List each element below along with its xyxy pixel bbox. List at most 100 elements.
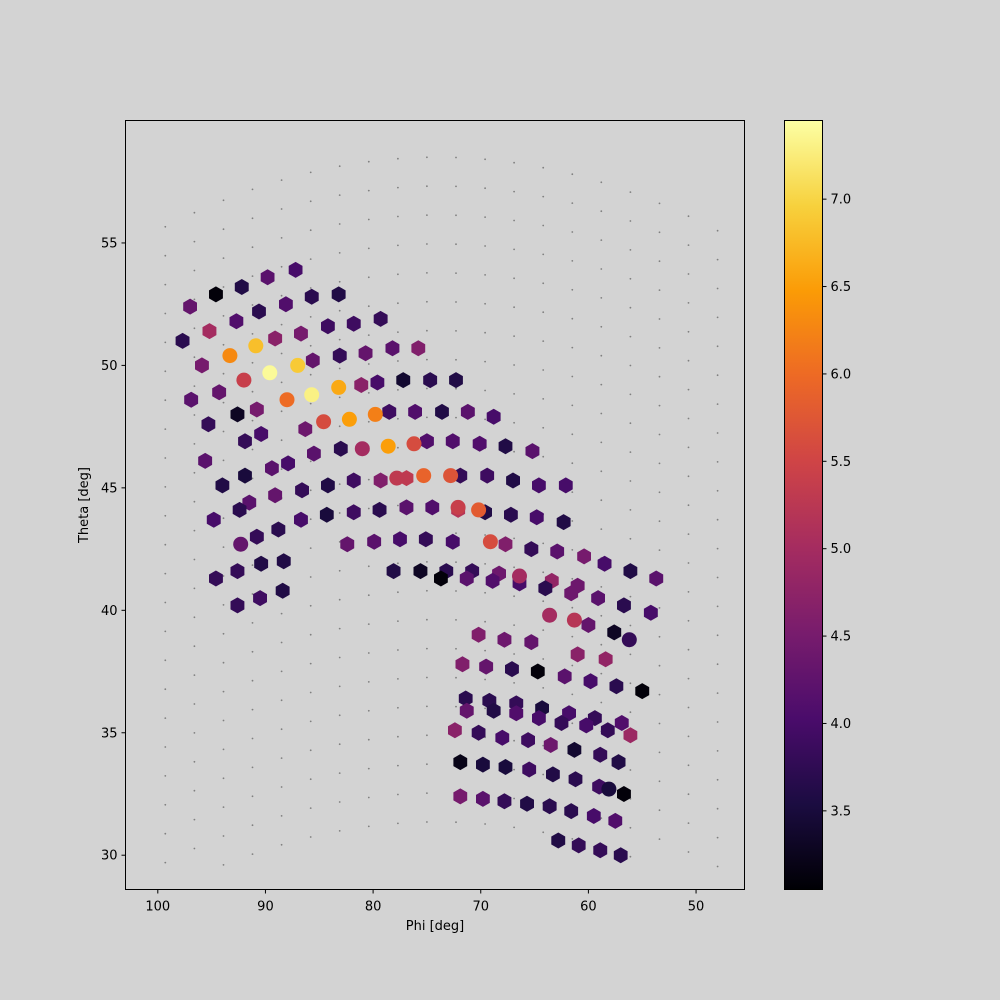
background-dot xyxy=(542,455,545,458)
hexagon-point xyxy=(546,766,560,783)
hexagon-point xyxy=(238,467,252,484)
hexagon-point xyxy=(586,808,601,824)
background-dot xyxy=(542,629,545,631)
hexagon-point xyxy=(570,646,585,663)
background-dot xyxy=(629,769,632,771)
background-dot xyxy=(571,606,574,609)
background-dot xyxy=(251,766,254,769)
background-dot xyxy=(426,763,428,766)
hexagon-point xyxy=(542,798,557,815)
background-dot xyxy=(687,851,690,853)
background-dot xyxy=(513,624,515,626)
background-dot xyxy=(542,398,545,400)
hexagon-point xyxy=(340,536,355,553)
background-dot xyxy=(484,360,486,363)
background-dot xyxy=(484,534,486,536)
hexagon-point xyxy=(260,269,275,286)
hexagon-point xyxy=(509,705,524,722)
background-dot xyxy=(426,300,428,303)
circle-point xyxy=(233,536,249,552)
hexagon-point xyxy=(460,403,475,420)
background-dot xyxy=(542,831,545,834)
colorbar-tick-label: 3.5 xyxy=(831,804,852,819)
background-dot xyxy=(338,830,341,832)
background-dot xyxy=(251,737,254,740)
background-dot xyxy=(658,520,661,523)
hexagon-point xyxy=(215,477,230,494)
hexagon-point xyxy=(453,754,468,771)
hexagon-point xyxy=(525,443,540,460)
background-dot xyxy=(600,383,603,386)
hexagon-point xyxy=(276,553,291,570)
background-dot xyxy=(222,343,225,346)
background-dot xyxy=(222,372,225,375)
background-dot xyxy=(280,323,283,326)
background-dot xyxy=(338,656,341,659)
background-dot xyxy=(542,340,545,342)
hexagon-point xyxy=(279,296,293,313)
background-dot xyxy=(658,780,661,783)
background-dot xyxy=(222,632,225,635)
background-dot xyxy=(280,843,283,846)
background-dot xyxy=(716,374,719,377)
background-dot xyxy=(309,373,312,376)
x-tick-label: 80 xyxy=(365,900,382,915)
hexagon-point xyxy=(232,501,247,518)
colorbar-tick-label: 7.0 xyxy=(831,193,852,208)
background-dot xyxy=(367,825,370,828)
background-dot xyxy=(484,678,486,681)
background-dot xyxy=(280,468,283,470)
background-dot xyxy=(193,847,196,850)
circle-markers xyxy=(222,338,637,797)
background-dot xyxy=(658,664,661,667)
background-dot xyxy=(164,225,167,228)
background-dot xyxy=(455,561,457,563)
background-dot xyxy=(687,591,690,593)
background-dot xyxy=(222,257,225,259)
hexagon-point xyxy=(562,705,576,722)
hexagon-point xyxy=(358,345,373,362)
background-dot xyxy=(513,566,515,569)
background-dot xyxy=(280,439,283,442)
hexagon-point xyxy=(425,499,440,516)
y-axis-ticks: 30 35 40 45 50 55 xyxy=(101,236,126,864)
background-dot xyxy=(426,358,428,361)
background-dot xyxy=(367,363,370,365)
background-dot xyxy=(629,682,632,685)
background-dot xyxy=(484,823,486,825)
background-dot xyxy=(629,364,632,367)
background-dot xyxy=(338,627,341,630)
background-dot xyxy=(484,302,486,305)
circle-point xyxy=(354,441,370,457)
background-dot xyxy=(600,441,603,444)
background-dot xyxy=(600,412,603,415)
hexagon-point xyxy=(597,555,612,572)
hexagon-point xyxy=(598,651,613,668)
background-dot xyxy=(687,215,690,218)
background-dot xyxy=(367,247,370,250)
y-tick-label: 30 xyxy=(101,849,118,864)
background-dot xyxy=(367,218,370,221)
background-dot xyxy=(338,772,341,774)
background-dot xyxy=(338,483,341,485)
background-dot xyxy=(629,335,632,338)
hexagon-point xyxy=(617,597,631,614)
circle-point xyxy=(450,499,466,515)
hexagon-point xyxy=(476,790,490,807)
background-dot xyxy=(309,836,312,838)
background-dot xyxy=(600,181,603,184)
hexagon-point xyxy=(459,702,474,719)
background-dot xyxy=(542,571,545,574)
hexagon-point xyxy=(209,570,223,587)
background-dot xyxy=(222,546,225,548)
hexagon-point xyxy=(183,298,197,315)
background-dot xyxy=(716,750,719,752)
background-dot xyxy=(484,707,486,710)
background-dot xyxy=(280,352,283,355)
hexagon-point xyxy=(346,472,361,489)
background-dot xyxy=(658,607,661,609)
hexagon-point xyxy=(445,433,460,450)
background-dot xyxy=(309,807,312,809)
background-dot xyxy=(251,564,254,566)
hexagon-point xyxy=(558,477,573,494)
